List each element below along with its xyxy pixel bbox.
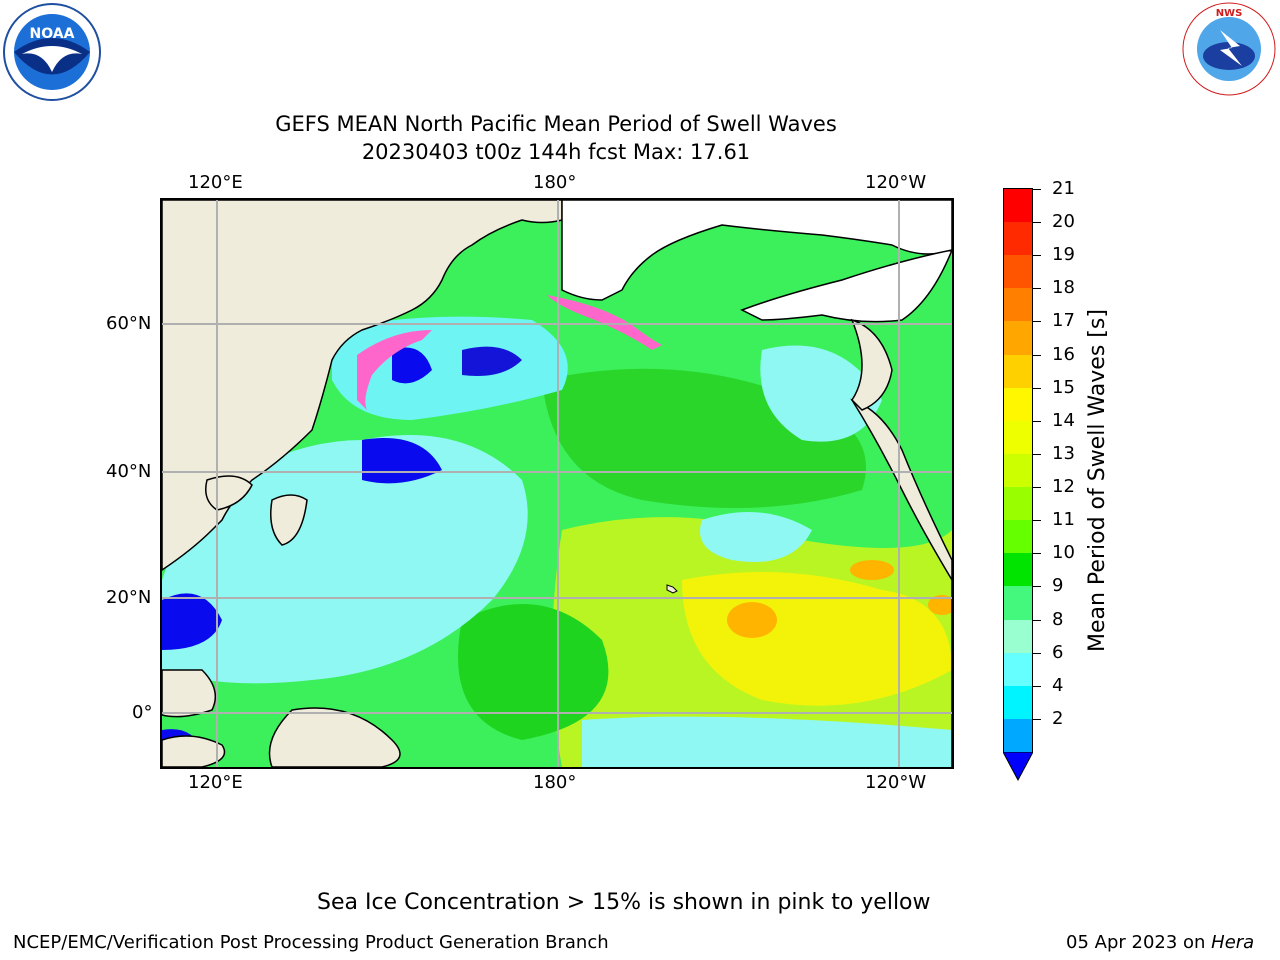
colorbar-tick-label: 11 [1052,509,1075,531]
lon-label-top-180: 180° [533,172,577,193]
colorbar-tick-mark [1033,685,1041,687]
swell-period-map [160,198,954,769]
colorbar-tick-mark [1033,321,1041,323]
colorbar-tick-label: 9 [1052,575,1064,597]
colorbar-tick-mark [1033,453,1041,455]
ocean-field-17s-a [727,602,777,638]
lat-label-40n: 40°N [106,461,152,482]
land-hawaii [666,584,678,594]
colorbar-segment [1004,553,1032,587]
colorbar-tick-mark [1033,652,1041,654]
colorbar-tick-mark [1033,586,1041,588]
colorbar-tick-label: 15 [1052,376,1075,398]
colorbar-segment [1004,354,1032,389]
lon-label-bottom-120e: 120°E [188,772,243,793]
noaa-logo-text: NOAA [30,26,75,42]
colorbar-segment [1004,520,1032,554]
colorbar-segment [1004,685,1032,720]
ocean-field-8s-ne [760,345,882,442]
map-gridlines [162,200,952,767]
lat-label-0: 0° [132,702,153,723]
svg-text:NWS: NWS [1216,8,1243,19]
colorbar-tick-mark [1033,255,1041,257]
colorbar-tick-label: 10 [1052,542,1075,564]
ocean-field-17s-c [928,595,952,615]
land-borneo [162,735,226,767]
colorbar-tick-mark [1033,619,1041,621]
ocean-field-8s [162,435,528,684]
colorbar-tick-label: 21 [1052,178,1075,199]
chart-title-line2: 20230403 t00z 144h fcst Max: 17.61 [361,140,751,164]
lon-label-bottom-120w: 120°W [865,772,927,793]
ocean-field-2s-okhotsk [392,347,432,384]
colorbar-tick-label: 20 [1052,211,1075,233]
colorbar-tick-label: 2 [1052,707,1064,729]
colorbar-tick-label: 12 [1052,476,1075,498]
noaa-logo: NOAA [2,2,102,102]
colorbar-segment [1004,255,1032,289]
lat-label-60n: 60°N [106,313,152,334]
colorbar-tick-mark [1033,420,1041,422]
land-north-america [850,398,952,767]
colorbar-segment [1004,387,1032,422]
colorbar-segment [1004,189,1032,223]
colorbar-segment [1004,619,1032,654]
colorbar-segment [1004,288,1032,322]
colorbar-tick-mark [1033,520,1041,522]
colorbar-tick-mark [1033,354,1041,356]
lon-label-bottom-180: 180° [533,772,577,793]
land-japan [270,494,308,546]
ocean-field-2s-kamchatka [462,346,522,376]
colorbar [1003,188,1033,753]
ocean-field-8s-south [582,716,952,767]
lon-label-top-120e: 120°E [188,172,243,193]
land-canada-coast [850,318,893,411]
colorbar-tick-label: 4 [1052,674,1064,696]
colorbar-tick-mark [1033,189,1041,190]
ocean-field-11s-b [458,604,609,740]
colorbar-segment [1004,586,1032,621]
colorbar-tick-mark [1033,222,1041,224]
colorbar-segment [1004,420,1032,455]
colorbar-tick-mark [1033,288,1041,290]
footer-date-text: 05 Apr 2023 on [1066,932,1212,953]
colorbar-tick-label: 6 [1052,641,1064,663]
colorbar-under-arrow [1003,752,1033,782]
colorbar-segment [1004,222,1032,256]
land-philippines [162,669,217,718]
footer-branch: NCEP/EMC/Verification Post Processing Pr… [13,932,609,953]
nws-logo: NWS [1180,0,1278,98]
chart-title-line1: GEFS MEAN North Pacific Mean Period of S… [275,112,837,136]
ocean-field-8s-mid [700,512,812,562]
colorbar-tick-label: 8 [1052,608,1064,630]
footer-host: Hera [1211,932,1255,953]
sea-ice-note: Sea Ice Concentration > 15% is shown in … [317,890,931,915]
colorbar-segment [1004,718,1032,753]
footer-date: 05 Apr 2023 on Hera [1066,932,1254,953]
colorbar-tick-mark [1033,553,1041,555]
colorbar-label: Mean Period of Swell Waves [s] [1085,309,1110,652]
sea-ice-bering [547,295,662,350]
land-new-guinea [268,707,401,767]
ocean-field-2s-philippines [162,593,222,650]
colorbar-tick-label: 14 [1052,409,1075,431]
land-arctic-alaska [561,200,952,301]
colorbar-segment [1004,453,1032,488]
ocean-field-17s-b [850,560,894,580]
lat-label-20n: 20°N [106,587,152,608]
colorbar-tick-label: 18 [1052,277,1075,299]
sea-ice-okhotsk [357,330,432,410]
colorbar-tick-label: 17 [1052,310,1075,332]
colorbar-tick-label: 13 [1052,442,1075,464]
colorbar-tick-label: 19 [1052,244,1075,266]
colorbar-tick-mark [1033,718,1041,720]
colorbar-segment [1004,321,1032,356]
colorbar-segment [1004,652,1032,687]
lon-label-top-120w: 120°W [865,172,927,193]
map-svg [162,200,952,767]
colorbar-tick-mark [1033,387,1041,389]
colorbar-tick-label: 16 [1052,343,1075,365]
colorbar-segment [1004,487,1032,521]
colorbar-tick-mark [1033,487,1041,489]
